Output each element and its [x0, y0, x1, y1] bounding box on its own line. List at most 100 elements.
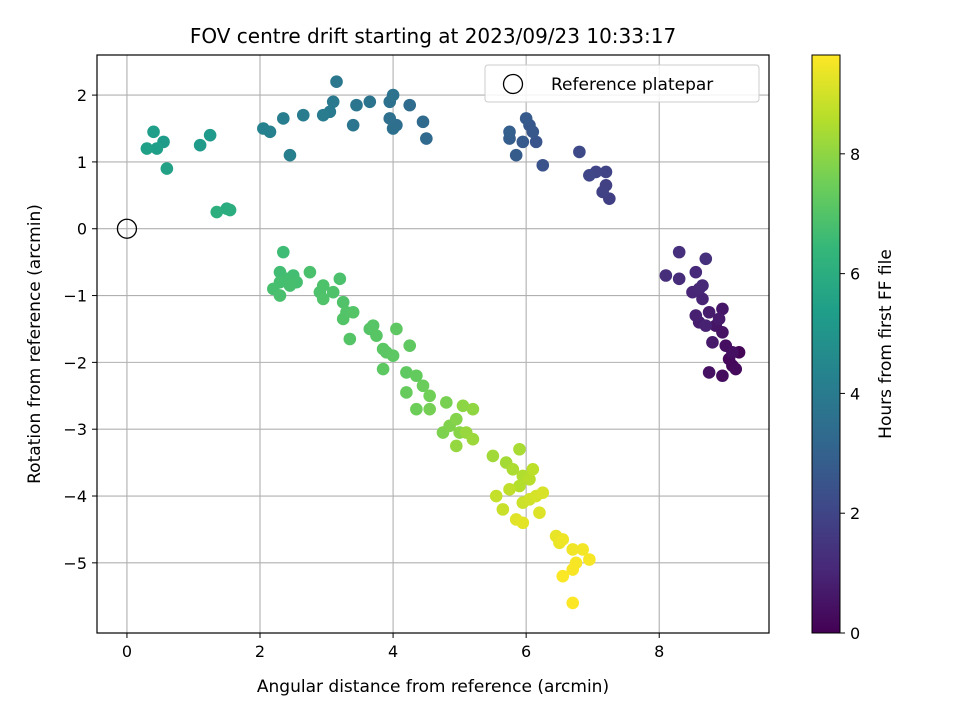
data-point — [283, 148, 297, 162]
data-point — [689, 309, 703, 322]
data-point — [150, 142, 164, 155]
data-point — [193, 138, 207, 152]
data-point — [210, 205, 224, 219]
y-tick-label: −4 — [63, 487, 87, 506]
data-point — [496, 503, 510, 516]
data-point — [729, 362, 743, 376]
data-point — [333, 272, 347, 286]
data-point — [386, 88, 400, 102]
data-point — [296, 108, 310, 122]
x-axis-ticks: 0 2 4 6 8 — [122, 633, 664, 661]
data-point — [536, 158, 550, 172]
data-point — [400, 386, 413, 399]
data-point — [390, 322, 403, 336]
data-point — [273, 289, 287, 302]
x-tick-label: 2 — [255, 642, 265, 661]
data-point — [343, 332, 357, 346]
data-points — [116, 75, 746, 610]
legend-box — [484, 64, 760, 103]
data-point — [596, 185, 609, 199]
legend-label-reference-platepar: Reference platepar — [551, 75, 713, 95]
data-point — [386, 349, 400, 362]
data-point — [672, 245, 686, 259]
y-tick-label: −3 — [63, 420, 87, 439]
data-point — [566, 596, 580, 610]
data-point — [350, 98, 363, 112]
data-point — [283, 279, 297, 292]
data-point — [403, 98, 417, 112]
data-point — [330, 75, 343, 89]
data-point — [410, 402, 423, 416]
colorbar-tick-label: 4 — [850, 384, 860, 403]
reference-platepar-marker — [116, 218, 138, 239]
x-tick-label: 4 — [388, 642, 398, 661]
colorbar-tick-label: 6 — [850, 265, 860, 284]
colorbar-ticks: 0 2 4 6 8 — [840, 145, 860, 643]
data-point — [699, 319, 713, 332]
data-point — [423, 389, 436, 403]
data-point — [363, 95, 377, 109]
data-point — [423, 402, 436, 416]
data-point — [223, 203, 237, 217]
data-point — [689, 265, 703, 279]
plot-frame — [96, 54, 770, 634]
data-point — [403, 339, 417, 352]
data-point — [516, 516, 530, 530]
data-point — [506, 462, 520, 476]
data-point — [160, 162, 174, 175]
y-tick-label: −5 — [63, 554, 87, 573]
data-point — [366, 319, 380, 332]
data-point — [376, 362, 390, 376]
data-point — [696, 279, 709, 292]
data-point — [702, 366, 716, 379]
data-point — [400, 366, 413, 379]
x-tick-label: 0 — [122, 642, 132, 661]
data-point — [516, 135, 530, 149]
data-point — [336, 295, 350, 309]
y-tick-label: −1 — [63, 287, 87, 306]
data-point — [316, 279, 330, 292]
data-point — [533, 506, 546, 520]
data-point — [383, 112, 397, 125]
data-point — [513, 442, 526, 456]
data-point — [716, 302, 729, 316]
data-point — [556, 569, 570, 583]
data-point — [523, 473, 536, 486]
data-point — [416, 115, 430, 129]
colorbar-title: Hours from first FF file — [876, 249, 896, 439]
data-point — [659, 269, 673, 282]
y-tick-label: 0 — [77, 220, 87, 239]
data-point — [526, 462, 540, 476]
data-point — [536, 486, 550, 499]
data-point — [712, 312, 726, 326]
y-tick-label: 2 — [77, 86, 87, 105]
data-point — [509, 148, 523, 162]
colorbar-tick-label: 8 — [850, 145, 860, 164]
data-point — [326, 285, 340, 299]
data-point — [519, 112, 533, 125]
data-point — [513, 479, 526, 493]
y-axis-title: Rotation from reference (arcmin) — [25, 204, 45, 484]
data-point — [566, 563, 580, 576]
data-point — [410, 369, 423, 383]
data-point — [336, 312, 350, 326]
data-point — [420, 132, 433, 145]
y-tick-label: −2 — [63, 353, 87, 372]
data-point — [147, 125, 160, 139]
data-point — [449, 412, 463, 426]
data-point — [303, 265, 317, 279]
data-point — [276, 245, 290, 259]
data-point — [706, 336, 719, 349]
data-point — [696, 292, 709, 306]
data-point — [466, 402, 480, 416]
data-point — [489, 489, 503, 503]
data-point — [503, 483, 516, 496]
data-point — [203, 128, 217, 142]
data-point — [583, 553, 596, 566]
data-point — [440, 396, 453, 409]
y-tick-label: 1 — [77, 153, 87, 172]
data-point — [326, 95, 340, 109]
data-point — [449, 439, 463, 453]
data-point — [257, 122, 270, 135]
